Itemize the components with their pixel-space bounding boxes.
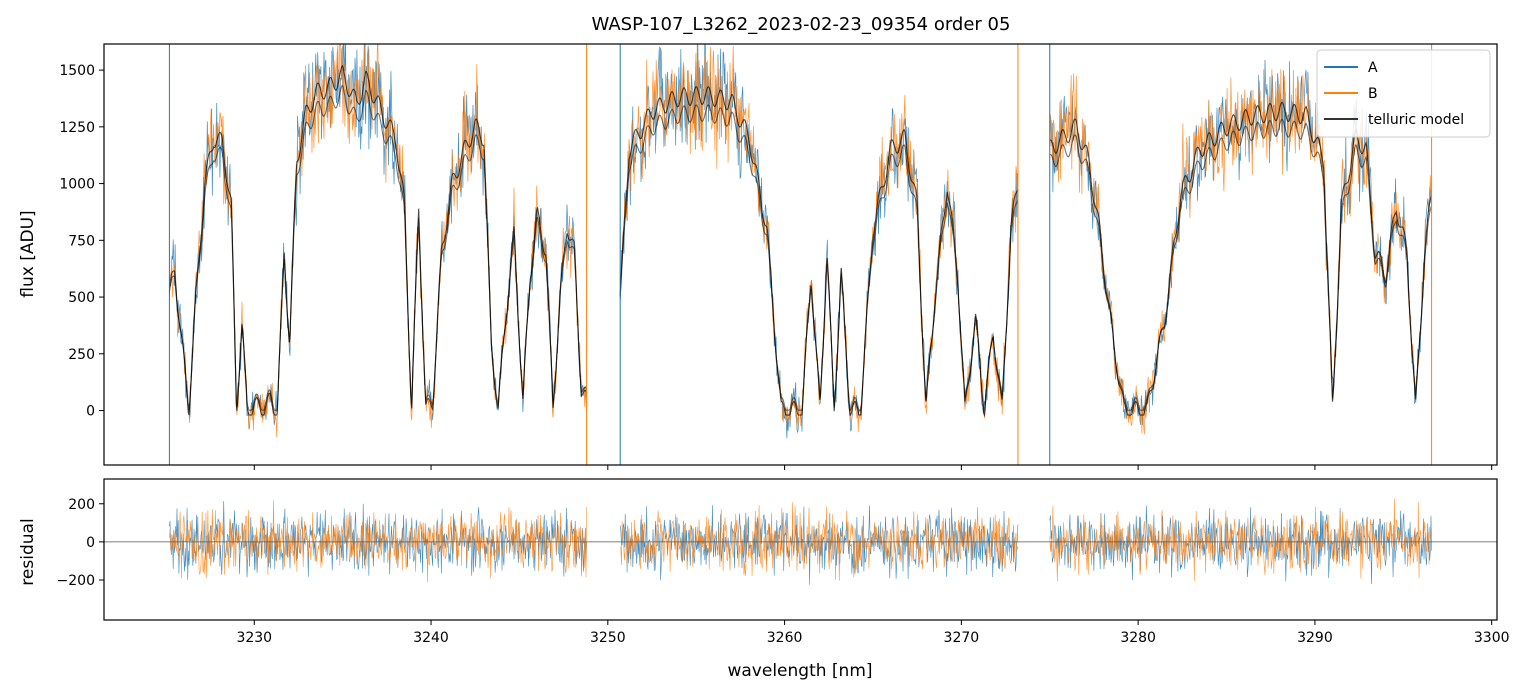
x-tick-label: 3250 <box>590 630 626 646</box>
y-tick-label: 0 <box>86 404 95 420</box>
y-axis-label-flux: flux [ADU] <box>18 210 38 297</box>
residual-y-tick-label: −200 <box>57 573 95 589</box>
flux-panel-frame <box>103 43 1498 466</box>
residual-b-line-segment-1 <box>169 500 587 583</box>
x-tick-label: 3270 <box>944 630 980 646</box>
x-tick-label: 3300 <box>1474 630 1510 646</box>
telluric-model-b-line-segment-2 <box>619 104 1019 413</box>
y-tick-label: 250 <box>68 347 95 363</box>
x-tick-label: 3240 <box>413 630 449 646</box>
x-tick-label: 3230 <box>236 630 272 646</box>
legend-label-a: A <box>1368 60 1378 76</box>
residual-b-line-segment-3 <box>1049 498 1432 582</box>
telluric-model-line-segment-2 <box>619 86 1019 418</box>
chart-title: WASP-107_L3262_2023-02-23_09354 order 05 <box>592 14 1011 35</box>
residual-y-tick-label: 0 <box>86 535 95 551</box>
y-tick-label: 1250 <box>59 120 95 136</box>
y-tick-label: 500 <box>68 290 95 306</box>
y-axis-label-residual: residual <box>18 518 38 585</box>
legend-label-telluric: telluric model <box>1368 112 1464 128</box>
y-tick-label: 1000 <box>59 177 95 193</box>
x-axis-label: wavelength [nm] <box>727 661 872 681</box>
x-tick-label: 3280 <box>1120 630 1156 646</box>
telluric-model-b-line-segment-3 <box>1049 118 1433 411</box>
y-tick-label: 750 <box>68 233 95 249</box>
series-b-line-segment-2 <box>619 44 1019 433</box>
x-tick-label: 3290 <box>1297 630 1333 646</box>
legend-label-b: B <box>1368 86 1378 102</box>
flux-panel: 0 250 500 750 1000 1250 1500 flux [ADU] A B te… <box>18 43 1498 470</box>
residual-panel: −200 0 200 3230 3240 3250 3260 3270 3280 3290 330… <box>18 478 1510 681</box>
residual-y-tick-label: 200 <box>68 497 95 513</box>
y-tick-label: 1500 <box>59 63 95 79</box>
legend-box <box>1316 49 1491 138</box>
legend: A B telluric model <box>1316 49 1491 138</box>
telluric-model-b-line-segment-1 <box>168 84 588 411</box>
x-tick-label: 3260 <box>767 630 803 646</box>
residual-a-line-segment-2 <box>619 505 1019 585</box>
residual-b-line-segment-2 <box>619 502 1019 581</box>
residual-panel-frame <box>103 478 1498 621</box>
